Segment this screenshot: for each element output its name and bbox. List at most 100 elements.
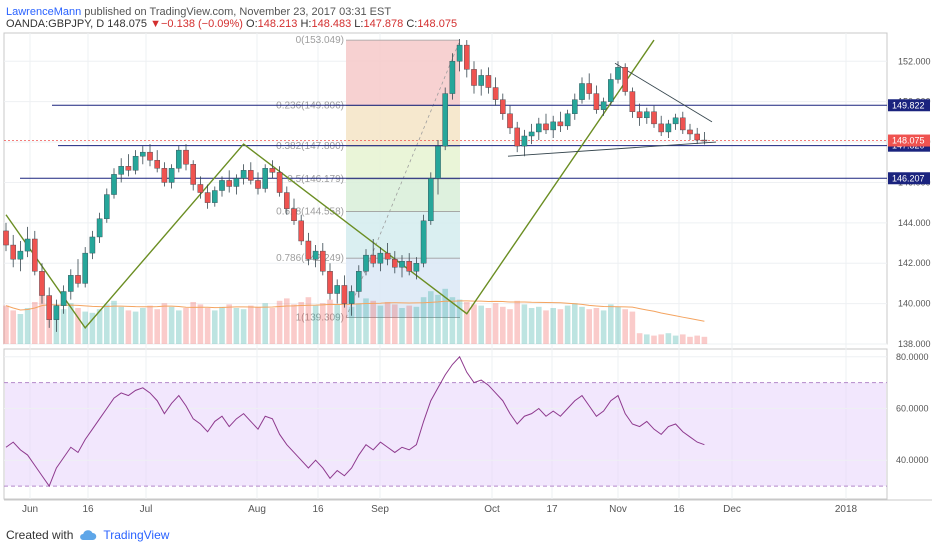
- candle: [46, 287, 52, 328]
- candle: [536, 117, 542, 141]
- volume-bar: [701, 336, 708, 344]
- candle-body: [449, 61, 456, 94]
- candle: [3, 222, 9, 252]
- candle: [629, 87, 636, 118]
- triangle-upper-trendline: [614, 62, 713, 123]
- price-tick-label: 144.000: [898, 218, 931, 228]
- volume-bar: [161, 303, 168, 344]
- volume-bar: [528, 308, 535, 344]
- volume-bar: [420, 297, 427, 344]
- volume-bar: [111, 300, 117, 344]
- volume-bar: [384, 302, 391, 344]
- author-link[interactable]: LawrenceMann: [6, 6, 82, 18]
- time-tick-label: Dec: [723, 504, 741, 515]
- fib-zone: [346, 211, 460, 259]
- candle: [413, 257, 420, 280]
- candle: [284, 186, 290, 215]
- low-value: 147.878: [363, 18, 404, 30]
- price-change: −0.138 (−0.09%): [161, 18, 243, 30]
- candle: [665, 119, 672, 139]
- volume-bar: [68, 303, 74, 344]
- candle: [348, 285, 355, 316]
- level-price-label: 146.207: [892, 173, 925, 183]
- volume-bar: [593, 308, 600, 344]
- high-value: 148.483: [311, 18, 352, 30]
- candle: [111, 168, 117, 199]
- rsi-band: [5, 382, 886, 487]
- volume-bar: [442, 288, 448, 344]
- candle-body: [435, 145, 441, 179]
- volume-bar: [17, 314, 24, 344]
- candle: [226, 170, 233, 193]
- candle: [485, 67, 492, 94]
- volume-bar: [557, 309, 564, 344]
- candle: [471, 61, 477, 94]
- volume-bar: [413, 306, 420, 344]
- fib-level-label: 0(153.049): [296, 35, 344, 46]
- candle-body: [219, 180, 225, 191]
- candle-body: [226, 180, 233, 187]
- time-tick-label: 2018: [835, 504, 858, 515]
- candle: [420, 214, 427, 268]
- candle-body: [701, 139, 708, 142]
- volume-bar: [96, 309, 103, 344]
- candle-body: [456, 44, 463, 62]
- symbol-name[interactable]: OANDA:GBPJPY, D: [6, 18, 105, 30]
- candle: [500, 93, 506, 120]
- candle-body: [608, 79, 614, 102]
- high-label: H:: [300, 18, 312, 30]
- candle: [528, 123, 535, 145]
- time-tick-label: 16: [673, 504, 685, 515]
- candle-body: [291, 208, 297, 222]
- candle-body: [442, 93, 449, 147]
- price-chart[interactable]: 0(153.049) 0.236(149.806) 0.382(147.800) 0.…: [0, 0, 932, 520]
- candle-body: [514, 127, 520, 147]
- volume-bar: [291, 304, 297, 344]
- down-arrow-icon: ▼: [150, 18, 161, 30]
- candle-body: [3, 230, 9, 246]
- candle-body: [471, 69, 477, 86]
- volume-bar: [312, 305, 319, 344]
- fib-level-label: 0.236(149.806): [276, 101, 344, 112]
- candle-body: [478, 75, 485, 86]
- candle-body: [247, 170, 254, 181]
- volume-bar: [615, 306, 621, 344]
- candle-body: [305, 240, 312, 260]
- candle-body: [586, 83, 592, 94]
- volume-bar: [449, 297, 456, 344]
- volume-bar: [435, 294, 441, 344]
- volume-bar: [10, 310, 16, 344]
- candle-body: [233, 178, 240, 187]
- candle-body: [384, 252, 391, 260]
- fib-zone: [346, 146, 460, 179]
- candle: [550, 115, 556, 139]
- candle: [60, 285, 67, 314]
- candle-body: [377, 252, 384, 264]
- candle: [183, 144, 189, 171]
- close-label: C:: [406, 18, 418, 30]
- volume-bar: [168, 306, 175, 344]
- last-price: 148.075: [107, 18, 148, 30]
- volume-bar: [154, 309, 160, 344]
- candle-body: [312, 250, 319, 260]
- candle: [233, 174, 240, 195]
- volume-ma-line: [5, 300, 705, 322]
- candle: [334, 279, 341, 304]
- volume-bar: [212, 310, 218, 344]
- volume-bar: [392, 304, 398, 344]
- candle-body: [550, 121, 556, 131]
- candle-body: [600, 101, 607, 110]
- volume-bar: [89, 312, 96, 344]
- candle: [139, 146, 146, 165]
- candle-body: [500, 99, 506, 114]
- candle-body: [32, 238, 38, 272]
- candle-body: [46, 295, 52, 320]
- tradingview-cloud-icon: [80, 530, 97, 540]
- candle-body: [694, 133, 700, 141]
- volume-bar: [60, 309, 67, 344]
- candle-body: [132, 155, 139, 171]
- candle-body: [103, 194, 110, 219]
- volume-bar: [320, 303, 326, 344]
- tradingview-brand[interactable]: TradingView: [103, 528, 170, 542]
- candle-body: [579, 83, 585, 100]
